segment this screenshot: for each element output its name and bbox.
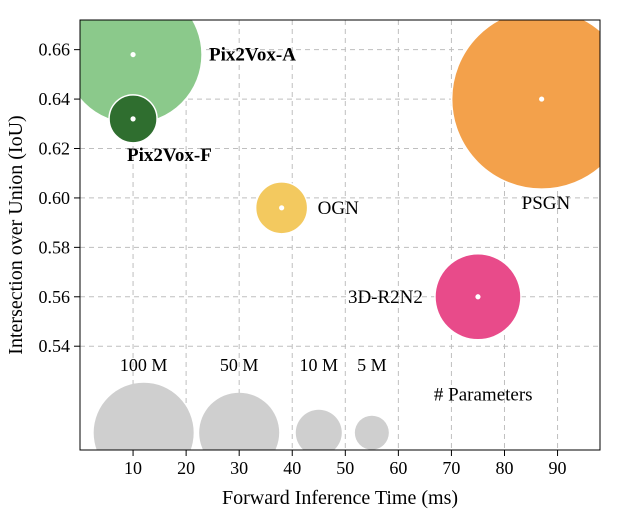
y-tick-label: 0.54 <box>39 336 71 356</box>
legend-bubble-label: 5 M <box>357 355 387 375</box>
x-tick-label: 40 <box>283 458 301 478</box>
label-pix2vox-f: Pix2Vox-F <box>127 145 212 166</box>
bubble-center-pix2vox-a <box>130 51 136 57</box>
legend-bubble <box>355 416 389 450</box>
y-tick-label: 0.66 <box>39 40 71 60</box>
legend-title: # Parameters <box>434 385 533 406</box>
legend-bubble-label: 10 M <box>300 355 339 375</box>
label-ogn: OGN <box>318 198 359 219</box>
y-tick-label: 0.60 <box>39 188 71 208</box>
x-tick-label: 20 <box>177 458 195 478</box>
x-tick-label: 90 <box>549 458 567 478</box>
legend-bubble-label: 50 M <box>220 355 259 375</box>
y-tick-label: 0.64 <box>39 89 71 109</box>
x-tick-label: 50 <box>336 458 354 478</box>
y-ticks: 0.54 0.56 0.58 0.60 0.62 0.64 0.66 <box>39 40 81 357</box>
y-axis-label: Intersection over Union (IoU) <box>5 115 27 354</box>
label-pix2vox-a: Pix2Vox-A <box>209 45 296 66</box>
legend-bubble-label: 100 M <box>120 355 168 375</box>
x-tick-label: 30 <box>230 458 248 478</box>
y-tick-label: 0.58 <box>39 237 71 257</box>
x-axis-label: Forward Inference Time (ms) <box>222 487 458 509</box>
bubble-chart: Pix2Vox-A Pix2Vox-F OGN PSGN 3D-R2N2 100 M 50 … <box>0 0 629 531</box>
x-tick-label: 60 <box>389 458 407 478</box>
bubble-center-psgn <box>538 96 544 102</box>
legend-bubble <box>296 410 342 456</box>
y-tick-label: 0.62 <box>39 139 71 159</box>
x-tick-label: 10 <box>124 458 142 478</box>
bubble-center-ogn <box>278 205 284 211</box>
x-tick-label: 70 <box>442 458 460 478</box>
label-psgn: PSGN <box>522 193 571 214</box>
bubble-center-r2n2 <box>475 294 481 300</box>
bubble-center-pix2vox-f <box>130 116 136 122</box>
x-ticks: 10 20 30 40 50 60 70 80 90 <box>124 450 566 478</box>
y-tick-label: 0.56 <box>39 287 71 307</box>
label-r2n2: 3D-R2N2 <box>348 287 423 308</box>
x-tick-label: 80 <box>495 458 513 478</box>
